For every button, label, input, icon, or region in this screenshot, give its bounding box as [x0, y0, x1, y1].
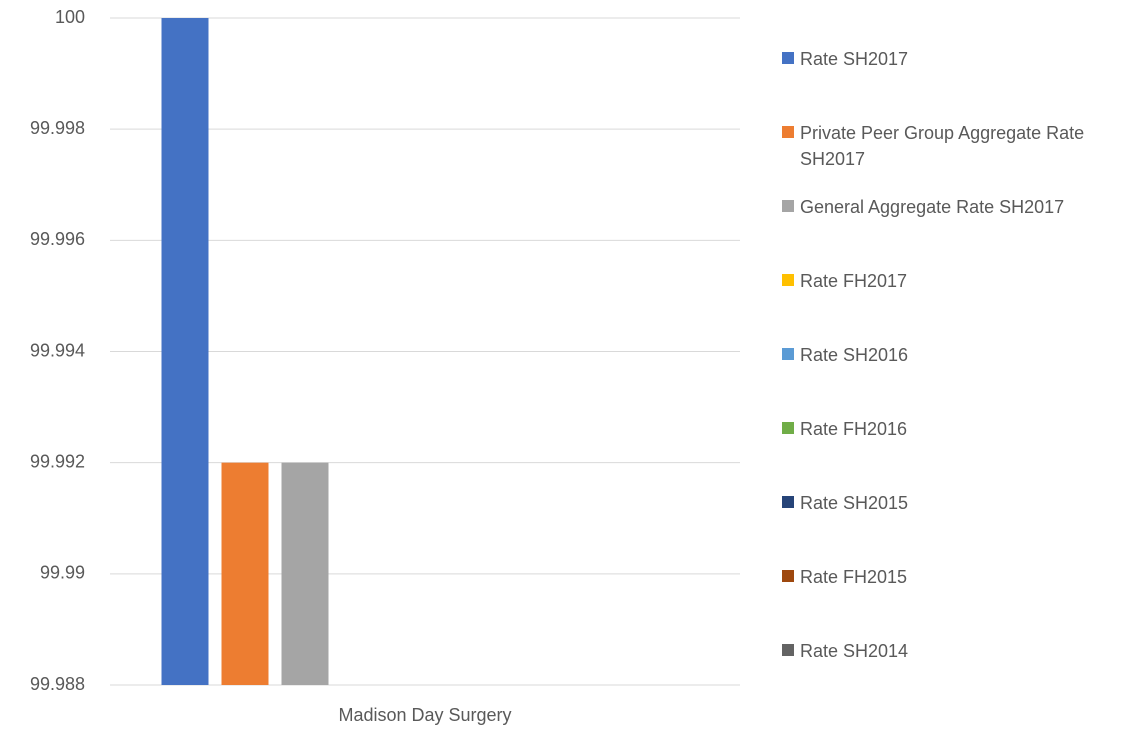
y-tick-label: 99.99 — [40, 563, 85, 583]
legend-item: General Aggregate Rate SH2017 — [782, 194, 1132, 268]
legend-swatch — [782, 274, 794, 286]
legend-item: Private Peer Group Aggregate Rate SH2017 — [782, 120, 1132, 194]
legend-label: Rate SH2015 — [800, 493, 909, 513]
legend-label: Rate SH2016 — [800, 345, 909, 365]
legend-label: Rate SH2017 — [800, 49, 909, 69]
bar — [221, 462, 269, 685]
legend-label: Rate FH2017 — [800, 271, 908, 291]
y-tick-label: 99.994 — [30, 340, 85, 360]
legend-item: Rate FH2015 — [782, 564, 1132, 638]
legend-swatch — [782, 570, 794, 582]
legend-swatch — [782, 52, 794, 64]
legend-label: Rate FH2015 — [800, 567, 908, 587]
legend-swatch — [782, 200, 794, 212]
legend-swatch — [782, 496, 794, 508]
legend-swatch — [782, 126, 794, 138]
y-tick-label: 100 — [55, 7, 85, 27]
legend-label: Rate SH2014 — [800, 641, 909, 661]
y-tick-label: 99.988 — [30, 674, 85, 694]
bar — [161, 18, 209, 685]
legend-swatch — [782, 422, 794, 434]
x-tick-label: Madison Day Surgery — [338, 705, 511, 725]
bar — [281, 462, 329, 685]
legend-item: Rate FH2017 — [782, 268, 1132, 342]
legend-swatch — [782, 348, 794, 360]
y-tick-label: 99.996 — [30, 229, 85, 249]
y-tick-label: 99.998 — [30, 118, 85, 138]
legend-item: Rate SH2017 — [782, 46, 1132, 120]
legend-item: Rate SH2015 — [782, 490, 1132, 564]
legend-item: Rate FH2016 — [782, 416, 1132, 490]
legend: Rate SH2017 Private Peer Group Aggregate … — [782, 46, 1132, 712]
legend-label: General Aggregate Rate SH2017 — [800, 197, 1065, 217]
legend-item: Rate SH2014 — [782, 638, 1132, 712]
y-tick-label: 99.992 — [30, 451, 85, 471]
legend-item: Rate SH2016 — [782, 342, 1132, 416]
legend-label: Private Peer Group Aggregate Rate SH2017 — [800, 123, 1085, 169]
legend-swatch — [782, 644, 794, 656]
legend-label: Rate FH2016 — [800, 419, 908, 439]
